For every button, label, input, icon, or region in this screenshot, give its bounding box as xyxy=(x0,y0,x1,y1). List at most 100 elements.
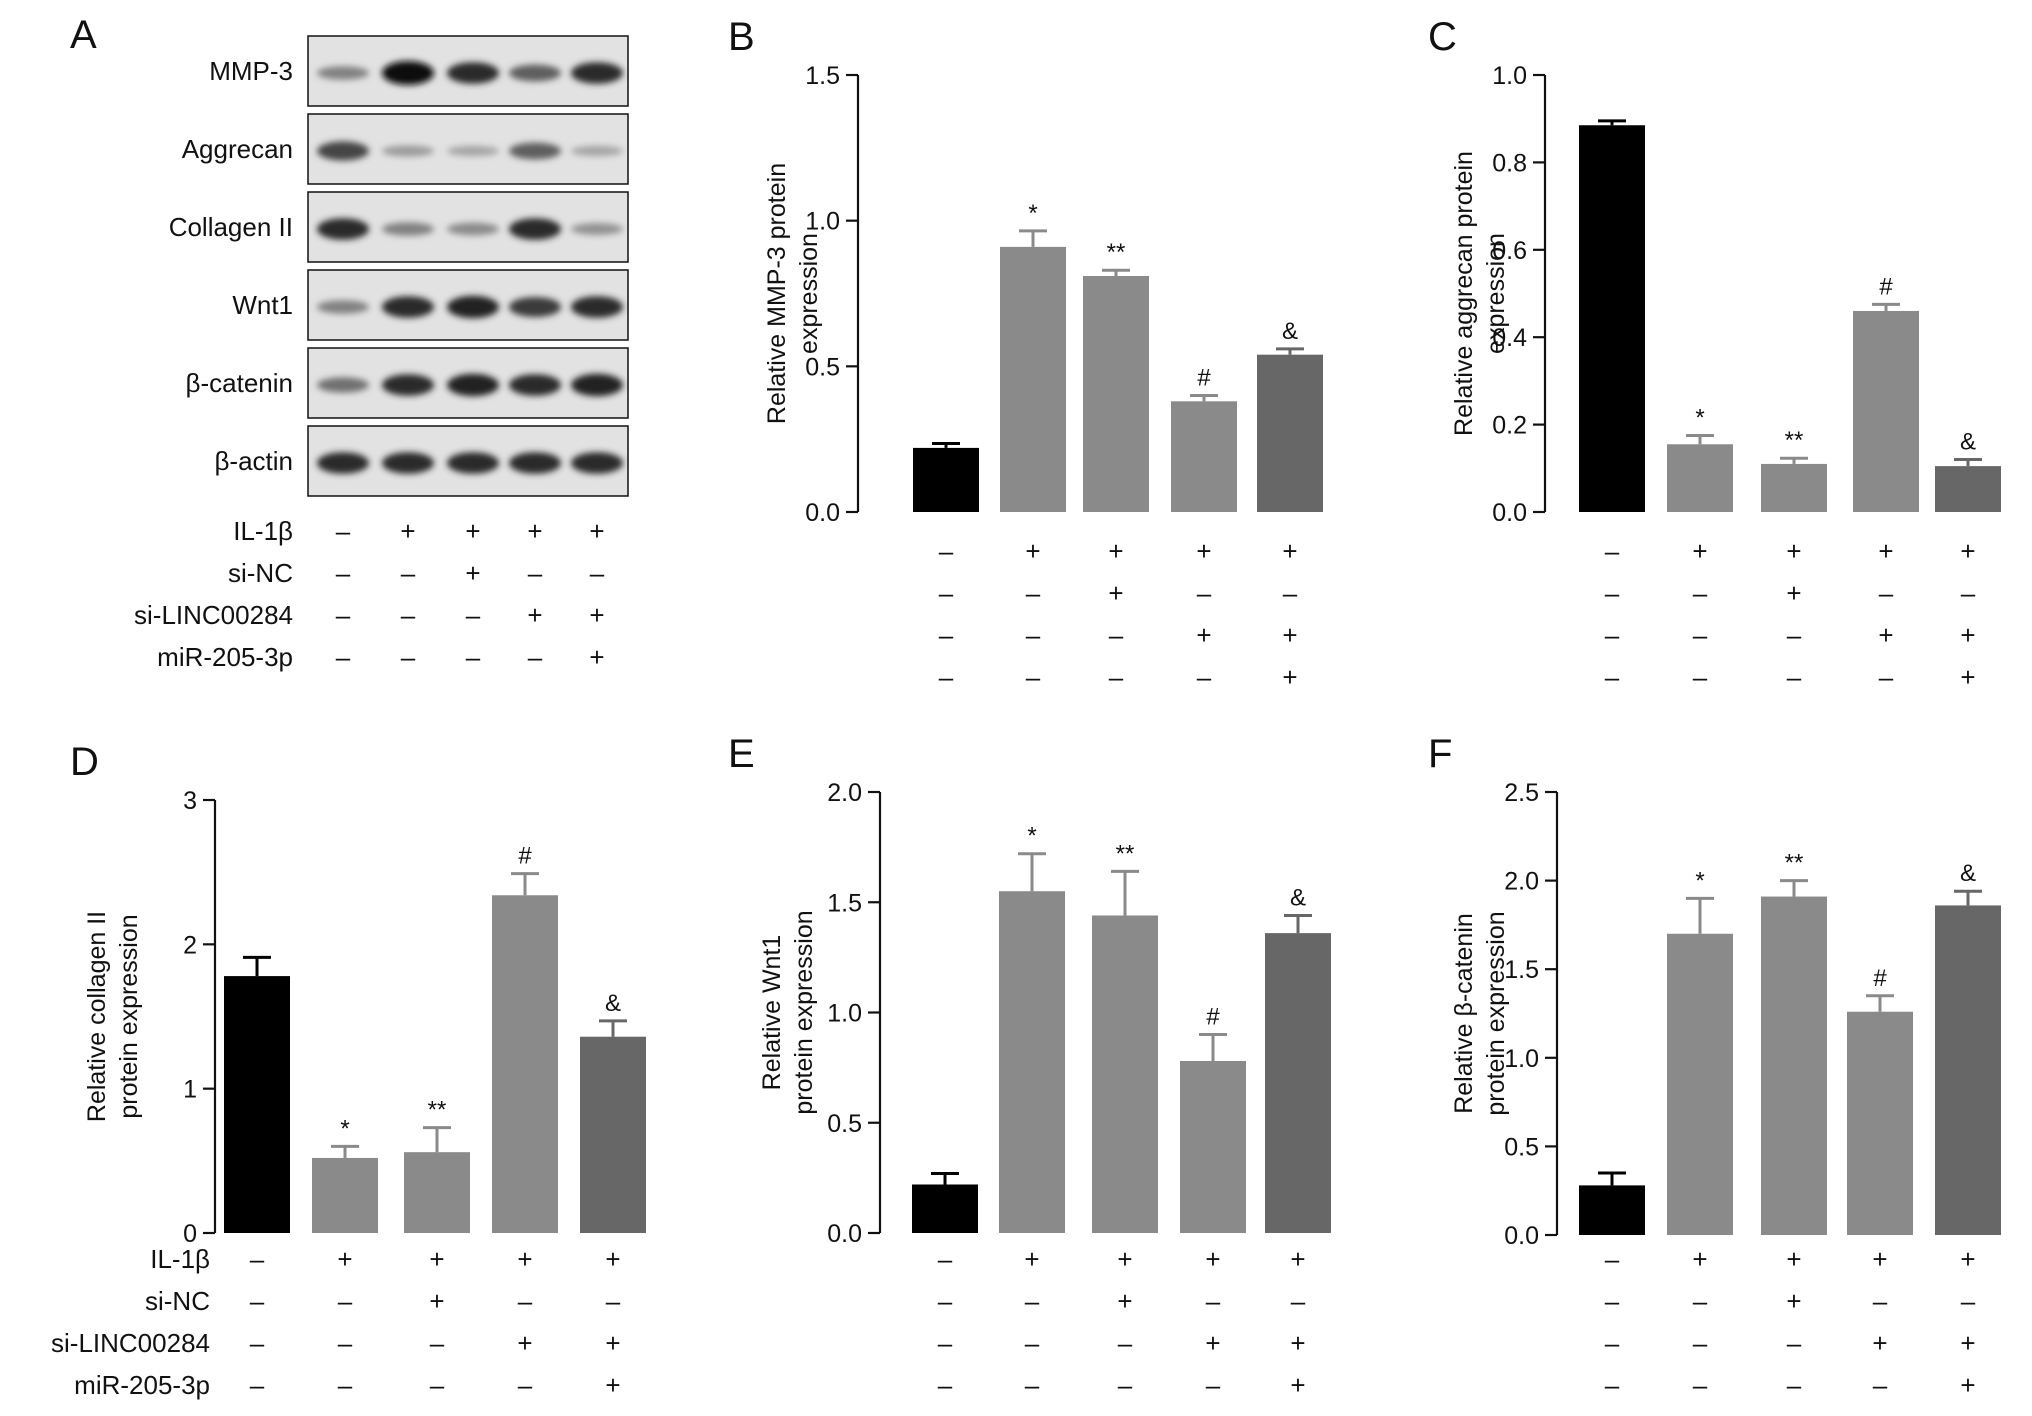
bar xyxy=(492,895,558,1233)
significance-mark: # xyxy=(518,843,532,870)
condition-sign: – xyxy=(1026,620,1041,650)
blot-row: β-actin xyxy=(214,425,629,497)
blot-band xyxy=(382,61,434,85)
blot-band xyxy=(571,223,623,235)
condition-sign: – xyxy=(250,1370,265,1400)
panel-letter: B xyxy=(728,15,755,59)
bar xyxy=(1935,466,2001,512)
bar xyxy=(1092,915,1158,1233)
condition-sign: – xyxy=(1605,578,1620,608)
condition-sign: – xyxy=(336,516,351,546)
condition-sign: – xyxy=(1873,1370,1888,1400)
condition-sign: + xyxy=(589,600,604,630)
condition-sign: – xyxy=(1118,1370,1133,1400)
blot-row-label: MMP-3 xyxy=(209,56,293,86)
y-axis-label-line: Relative Wnt1 xyxy=(758,935,786,1091)
condition-sign: + xyxy=(1117,1286,1132,1316)
blot-band xyxy=(382,222,434,236)
blot-row: β-catenin xyxy=(186,347,629,419)
panel-letter: F xyxy=(1428,732,1452,776)
condition-sign: + xyxy=(465,558,480,588)
blot-band xyxy=(509,452,561,474)
blot-band xyxy=(509,374,561,396)
significance-mark: # xyxy=(1873,965,1887,992)
condition-sign: + xyxy=(517,1244,532,1274)
blot-row-label: Wnt1 xyxy=(232,290,293,320)
blot-row-label: β-catenin xyxy=(186,368,293,398)
y-axis-label-line: protein expression xyxy=(790,910,818,1114)
blot-row: Collagen II xyxy=(169,191,629,263)
condition-sign: – xyxy=(1693,662,1708,692)
condition-sign: + xyxy=(337,1244,352,1274)
y-axis-label-line: protein expression xyxy=(1482,911,1510,1115)
condition-sign: – xyxy=(1787,662,1802,692)
y-tick-label: 0.0 xyxy=(827,1220,862,1248)
blot-band xyxy=(509,142,561,160)
y-tick-label: 0.5 xyxy=(805,353,840,381)
condition-sign: – xyxy=(1025,1328,1040,1358)
panel-a: A MMP-3 Aggrecan Collagen II Wnt1 β-catenin β-… xyxy=(70,13,629,672)
condition-sign: + xyxy=(1872,1244,1887,1274)
condition-sign: + xyxy=(1282,620,1297,650)
significance-mark: & xyxy=(1290,884,1306,911)
y-tick-label: 0.4 xyxy=(1492,324,1527,352)
condition-sign: – xyxy=(939,536,954,566)
condition-sign: + xyxy=(527,600,542,630)
blot-band xyxy=(317,300,369,314)
blot-band xyxy=(317,66,369,80)
condition-label: IL-1β xyxy=(150,1244,210,1274)
bar xyxy=(1579,1185,1645,1235)
condition-label: si-LINC00284 xyxy=(51,1328,210,1358)
condition-sign: – xyxy=(938,1286,953,1316)
condition-sign: + xyxy=(1786,1244,1801,1274)
panel-letter: E xyxy=(728,732,755,776)
y-tick-label: 3 xyxy=(183,787,197,815)
condition-sign: – xyxy=(1605,620,1620,650)
condition-sign: – xyxy=(1879,662,1894,692)
condition-sign: + xyxy=(1960,1328,1975,1358)
condition-sign: – xyxy=(250,1328,265,1358)
blot-band xyxy=(382,374,434,396)
y-axis-label-line: expression xyxy=(795,233,823,354)
condition-sign: + xyxy=(605,1328,620,1358)
condition-sign: – xyxy=(338,1328,353,1358)
blot-band xyxy=(571,145,623,157)
bar xyxy=(1935,905,2001,1235)
blot-row: Wnt1 xyxy=(232,269,629,341)
y-tick-label: 0 xyxy=(183,1220,197,1248)
condition-sign: + xyxy=(1878,620,1893,650)
condition-sign: – xyxy=(1605,1286,1620,1316)
condition-sign: – xyxy=(338,1286,353,1316)
y-axis-label-line: Relative collagen II xyxy=(83,911,111,1122)
condition-sign: + xyxy=(1692,536,1707,566)
panel-letter: A xyxy=(70,13,97,57)
panel-c: C 0.0 0.2 0.4 0.6 0.8 1.0 Relative aggrecan pro… xyxy=(1428,15,2001,692)
condition-sign: + xyxy=(1290,1244,1305,1274)
condition-sign: – xyxy=(1026,662,1041,692)
bar xyxy=(224,976,290,1233)
blot-band xyxy=(571,296,623,318)
condition-sign: + xyxy=(429,1286,444,1316)
bar xyxy=(1180,1061,1246,1233)
blot-band xyxy=(571,62,623,84)
significance-mark: ** xyxy=(1785,850,1804,877)
condition-sign: + xyxy=(1108,536,1123,566)
condition-label: si-NC xyxy=(228,558,293,588)
condition-sign: – xyxy=(518,1286,533,1316)
blot-band xyxy=(317,452,369,474)
condition-sign: – xyxy=(466,600,481,630)
condition-sign: – xyxy=(1109,620,1124,650)
condition-sign: + xyxy=(400,516,415,546)
condition-sign: + xyxy=(1205,1328,1220,1358)
blot-band xyxy=(317,218,369,240)
condition-sign: – xyxy=(938,1328,953,1358)
condition-sign: + xyxy=(605,1244,620,1274)
condition-sign: + xyxy=(527,516,542,546)
significance-mark: & xyxy=(1960,429,1976,456)
condition-sign: – xyxy=(1605,1370,1620,1400)
bar xyxy=(1853,310,1919,512)
blot-band xyxy=(382,296,434,318)
condition-sign: – xyxy=(466,642,481,672)
condition-sign: + xyxy=(1786,536,1801,566)
condition-sign: + xyxy=(1282,536,1297,566)
